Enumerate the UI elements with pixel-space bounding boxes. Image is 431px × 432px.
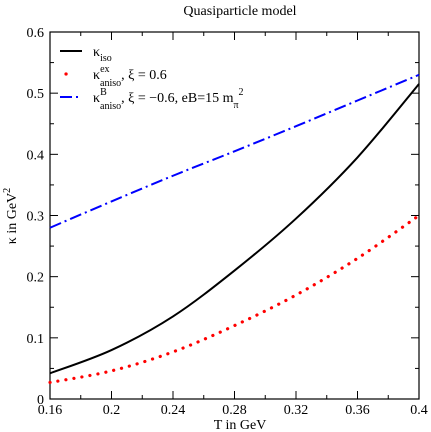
x-tick-label: 0.36 — [345, 403, 370, 418]
y-tick-label: 0.4 — [27, 148, 45, 163]
y-tick-label: 0.5 — [27, 87, 45, 102]
y-axis-title-exponent: 2 — [2, 188, 13, 193]
series-line-0 — [49, 83, 420, 375]
y-axis-title: κ in GeV2 — [2, 188, 20, 244]
series-line-1 — [48, 213, 421, 385]
x-tick-label: 0.4 — [410, 403, 428, 418]
legend-rest: , ξ = 0.6 — [121, 68, 167, 83]
x-tick-label: 0.24 — [161, 403, 186, 418]
x-tick-label: 0.28 — [222, 403, 247, 418]
legend-symbol: κ — [93, 45, 100, 60]
y-tick-label: 0.2 — [27, 271, 45, 286]
legend-subscript: aniso — [100, 101, 121, 112]
series-layer — [48, 73, 421, 385]
x-tick-label: 0.16 — [38, 403, 63, 418]
legend-extra-superscript: 2 — [239, 87, 244, 98]
legend-extra-subscript: π — [233, 100, 238, 111]
legend-label-2: κB aniso, ξ = −0.6, eB=15 mπ2 — [93, 87, 244, 112]
x-tick-label: 0.2 — [103, 403, 121, 418]
axis-ticks — [49, 31, 420, 400]
legend-label-1: κex aniso, ξ = 0.6 — [93, 64, 167, 89]
y-tick-label: 0.6 — [27, 26, 45, 41]
y-tick-label: 0 — [37, 393, 44, 408]
series-line-2 — [49, 73, 420, 229]
legend-superscript: B — [100, 87, 107, 98]
axis-tick-labels: 0.16 0.2 0.24 0.28 0.32 0.36 0.4 0 0.1 0.2 0.3 0.4 0… — [27, 26, 428, 418]
legend-subscript: aniso — [100, 78, 121, 89]
y-axis-title-main: κ in GeV — [5, 193, 20, 244]
legend-label-0: κiso — [93, 45, 112, 64]
x-axis-title: T in GeV — [214, 418, 267, 432]
legend-rest: , ξ = −0.6, eB=15 m — [121, 91, 233, 106]
legend-symbol: κ — [93, 91, 100, 106]
legend-superscript: ex — [100, 64, 109, 75]
x-tick-label: 0.32 — [284, 403, 309, 418]
legend-symbol: κ — [93, 68, 100, 83]
legend-subscript: iso — [100, 53, 112, 64]
y-tick-label: 0.1 — [27, 332, 45, 347]
chart-title: Quasiparticle model — [183, 4, 296, 19]
y-tick-label: 0.3 — [27, 210, 45, 225]
